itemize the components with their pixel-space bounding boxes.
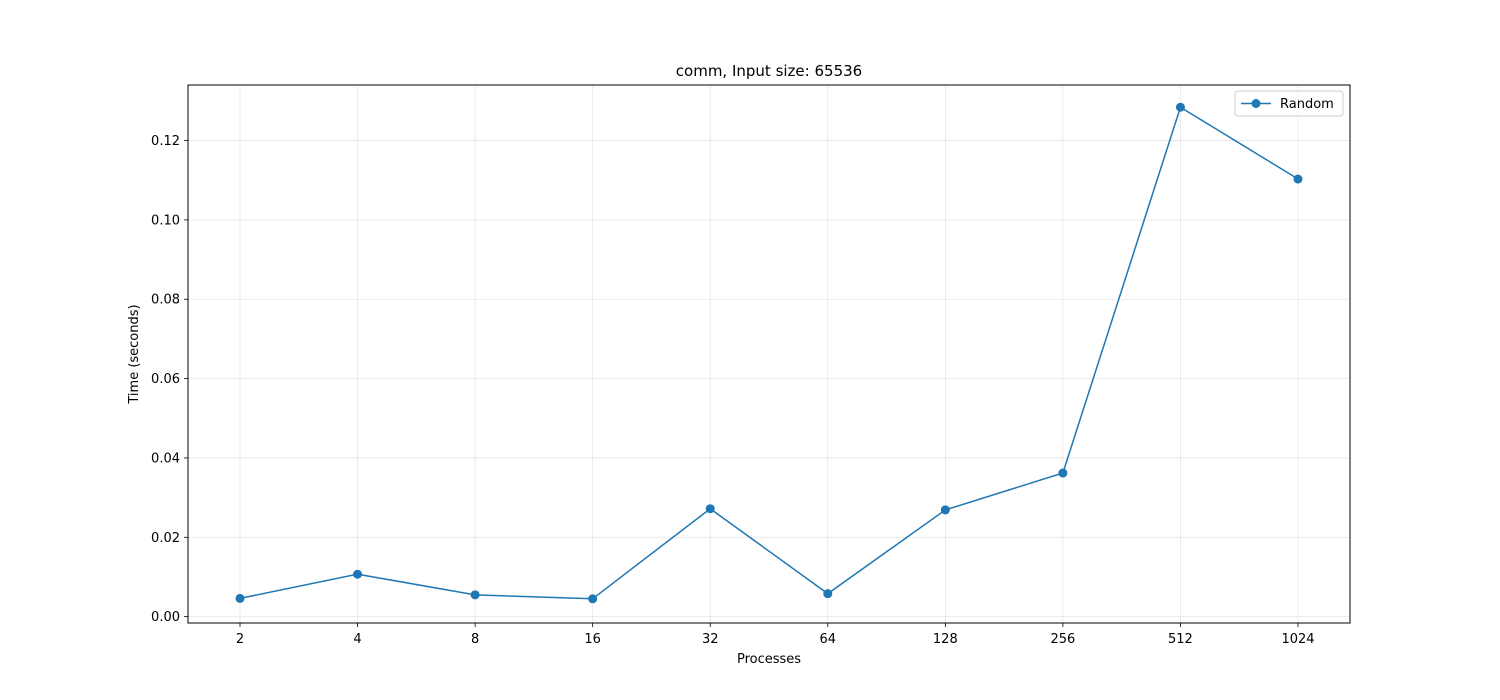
grid	[188, 85, 1350, 623]
x-tick-label: 2	[236, 632, 244, 647]
x-tick-label: 64	[820, 632, 837, 647]
x-tick-label: 4	[353, 632, 361, 647]
x-tick-label: 128	[933, 632, 958, 647]
legend-series-marker	[1251, 99, 1261, 108]
x-tick-label: 32	[702, 632, 719, 647]
data-point	[940, 505, 950, 515]
y-tick-label: 0.10	[151, 213, 180, 228]
x-tick-label: 16	[584, 632, 601, 647]
legend: Random	[1234, 90, 1344, 117]
data-point	[235, 593, 245, 603]
data-point	[1175, 102, 1185, 112]
y-tick-label: 0.12	[151, 134, 180, 149]
y-tick-label: 0.08	[151, 293, 180, 308]
y-axis-label: Time (seconds)	[127, 304, 142, 404]
series-line	[239, 106, 1299, 600]
data-point	[1058, 468, 1068, 478]
x-tick-label: 512	[1168, 632, 1193, 647]
data-point	[470, 590, 480, 600]
series-layer	[235, 102, 1303, 604]
ticks: 2 4 8 16 32 64 128 256 512 1024 0.00 0.02 0.04 0.06 0.…	[151, 134, 1315, 647]
x-tick-label: 8	[471, 632, 479, 647]
data-point	[1293, 174, 1303, 184]
chart-title: comm, Input size: 65536	[676, 62, 862, 80]
y-tick-label: 0.04	[151, 451, 180, 466]
y-tick-label: 0.06	[151, 372, 180, 387]
data-point	[353, 569, 363, 579]
legend-series-label: Random	[1280, 97, 1334, 112]
x-tick-label: 1024	[1281, 632, 1314, 647]
x-axis-label: Processes	[737, 652, 801, 667]
y-tick-label: 0.02	[151, 531, 180, 546]
data-point	[588, 594, 598, 604]
data-point	[705, 504, 715, 514]
data-point	[823, 589, 833, 599]
x-tick-label: 256	[1050, 632, 1075, 647]
y-tick-label: 0.00	[151, 610, 180, 625]
plot-frame	[187, 84, 1351, 624]
legend-box	[1234, 90, 1344, 117]
